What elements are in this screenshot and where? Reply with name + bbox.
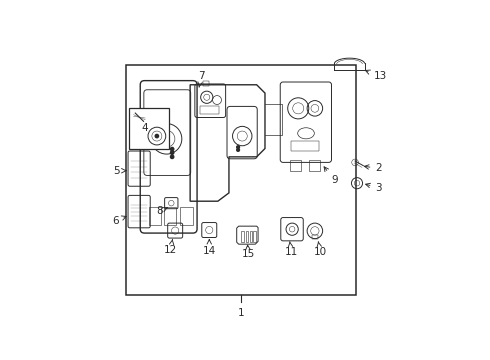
Text: 11: 11 bbox=[285, 242, 298, 257]
Text: 7: 7 bbox=[198, 72, 204, 87]
Text: 6: 6 bbox=[112, 216, 126, 226]
Text: 8: 8 bbox=[156, 207, 168, 216]
Bar bbox=[200, 106, 219, 114]
Bar bbox=[164, 207, 176, 225]
Circle shape bbox=[155, 134, 159, 138]
Circle shape bbox=[237, 146, 240, 149]
Bar bbox=[129, 108, 170, 149]
Bar bbox=[312, 235, 318, 239]
Text: 1: 1 bbox=[238, 309, 245, 319]
Text: 12: 12 bbox=[164, 239, 177, 255]
Circle shape bbox=[171, 155, 174, 158]
Circle shape bbox=[237, 149, 240, 151]
Bar bbox=[292, 141, 319, 151]
Bar bbox=[148, 207, 161, 225]
Bar bbox=[245, 231, 248, 242]
Bar bbox=[253, 231, 256, 242]
Text: 13: 13 bbox=[366, 70, 387, 81]
Bar bbox=[180, 207, 193, 225]
Text: 15: 15 bbox=[242, 245, 255, 260]
Circle shape bbox=[171, 151, 174, 154]
Bar bbox=[250, 231, 252, 242]
Bar bbox=[203, 81, 209, 86]
Circle shape bbox=[171, 148, 174, 151]
Text: 2: 2 bbox=[365, 163, 382, 174]
Bar bbox=[126, 66, 356, 296]
Bar bbox=[290, 159, 301, 171]
Bar bbox=[309, 159, 320, 171]
Text: 3: 3 bbox=[366, 183, 382, 193]
Text: 14: 14 bbox=[203, 240, 216, 256]
Text: 5: 5 bbox=[113, 166, 126, 176]
Bar bbox=[242, 231, 244, 242]
Text: 4: 4 bbox=[141, 123, 147, 133]
Text: 9: 9 bbox=[324, 167, 338, 185]
Text: 10: 10 bbox=[314, 242, 327, 257]
